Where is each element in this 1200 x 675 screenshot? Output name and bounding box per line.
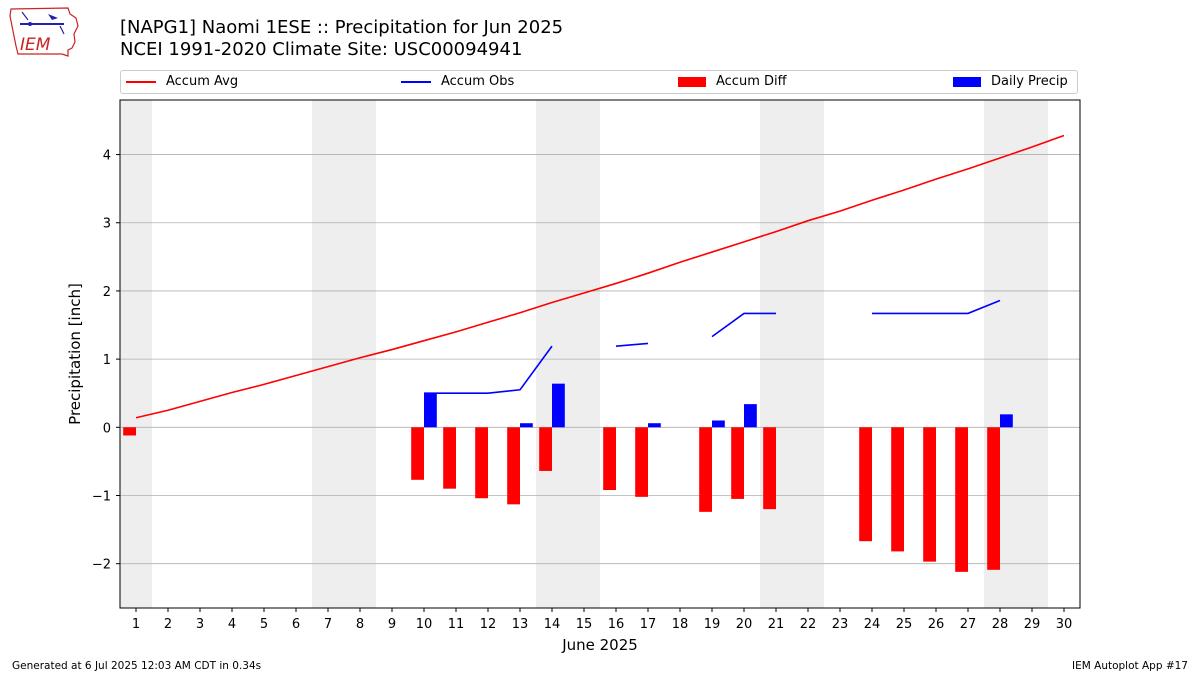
- x-tick-label: 24: [864, 617, 881, 632]
- weekend-shade: [344, 100, 376, 608]
- legend-label-daily-precip: Daily Precip: [991, 74, 1068, 89]
- daily-precip-bar: [520, 423, 533, 428]
- plot-frame: [119, 99, 1081, 609]
- accum-obs-line: [615, 342, 649, 347]
- x-tick-label: 1: [132, 617, 140, 632]
- x-tick-label: 23: [832, 617, 849, 632]
- accum-diff-bar: [123, 427, 136, 436]
- x-tick-label: 8: [356, 617, 364, 632]
- weekend-shade: [312, 100, 344, 608]
- y-tick-label: −1: [92, 489, 111, 504]
- chart-legend: Accum Avg Accum Obs Accum Diff Daily Pre…: [120, 70, 1078, 94]
- x-tick-label: 14: [544, 617, 561, 632]
- y-tick-label: −2: [92, 558, 111, 573]
- x-tick-label: 10: [416, 617, 433, 632]
- x-tick-label: 6: [292, 617, 300, 632]
- accum-diff-bar: [731, 427, 744, 499]
- x-tick-label: 13: [512, 617, 529, 632]
- x-tick-label: 21: [768, 617, 785, 632]
- accum-diff-bar: [987, 427, 1000, 570]
- svg-text:IEM: IEM: [20, 35, 51, 55]
- accum-diff-bar: [475, 427, 488, 499]
- x-tick-label: 27: [960, 617, 977, 632]
- x-tick-label: 12: [480, 617, 497, 632]
- accum-obs-line: [872, 299, 1001, 315]
- x-tick-label: 18: [672, 617, 689, 632]
- x-tick-label: 2: [164, 617, 172, 632]
- weekend-shade: [536, 100, 568, 608]
- accum-diff-bar: [923, 427, 936, 562]
- iem-logo[interactable]: IEM: [8, 6, 80, 58]
- x-tick-label: 15: [576, 617, 593, 632]
- accum-avg-line: [135, 134, 1065, 419]
- x-tick-label: 26: [928, 617, 945, 632]
- accum-diff-bar: [763, 427, 776, 510]
- legend-daily-precip: Daily Precip: [953, 74, 1068, 89]
- legend-label-accum-obs: Accum Obs: [441, 74, 515, 89]
- legend-accum-avg: Accum Avg: [126, 74, 238, 89]
- x-tick-label: 29: [1024, 617, 1041, 632]
- legend-accum-diff: Accum Diff: [678, 74, 787, 89]
- weekend-shade: [120, 100, 152, 608]
- accum-diff-bar: [411, 427, 424, 480]
- x-tick-label: 16: [608, 617, 625, 632]
- accum-obs-line: [711, 312, 776, 338]
- weekend-shade: [1016, 100, 1048, 608]
- legend-label-accum-avg: Accum Avg: [166, 74, 239, 89]
- accum-diff-bar: [891, 427, 904, 552]
- x-tick-label: 9: [388, 617, 396, 632]
- x-tick-label: 5: [260, 617, 268, 632]
- y-tick-label: 4: [103, 149, 111, 164]
- y-tick-label: 0: [103, 421, 111, 436]
- accum-diff-bar: [859, 427, 872, 542]
- legend-swatch-accum-diff: [678, 76, 706, 87]
- y-tick-label: 2: [103, 285, 111, 300]
- daily-precip-bar: [744, 404, 757, 428]
- x-tick-label: 17: [640, 617, 657, 632]
- accum-diff-bar: [507, 427, 520, 505]
- chart-subtitle: NCEI 1991-2020 Climate Site: USC00094941: [120, 39, 523, 60]
- x-tick-label: 4: [228, 617, 236, 632]
- legend-swatch-daily-precip: [953, 76, 981, 87]
- x-tick-label: 3: [196, 617, 204, 632]
- legend-accum-obs: Accum Obs: [401, 74, 514, 89]
- accum-diff-bar: [699, 427, 712, 512]
- daily-precip-bar: [1000, 414, 1013, 428]
- x-tick-label: 22: [800, 617, 817, 632]
- daily-precip-bar: [552, 383, 565, 428]
- legend-label-accum-diff: Accum Diff: [716, 74, 787, 89]
- y-tick-label: 3: [103, 217, 111, 232]
- weekend-shade: [568, 100, 600, 608]
- y-axis-label: Precipitation [inch]: [66, 283, 84, 425]
- chart-title: [NAPG1] Naomi 1ESE :: Precipitation for …: [120, 17, 564, 38]
- weekend-shade: [792, 100, 824, 608]
- x-tick-label: 28: [992, 617, 1009, 632]
- accum-diff-bar: [955, 427, 968, 572]
- accum-diff-bar: [539, 427, 552, 471]
- x-tick-label: 19: [704, 617, 721, 632]
- daily-precip-bar: [424, 393, 437, 428]
- footer-generated: Generated at 6 Jul 2025 12:03 AM CDT in …: [12, 660, 262, 672]
- accum-obs-line: [424, 345, 553, 395]
- iowa-map-icon: IEM: [9, 7, 79, 57]
- legend-swatch-accum-avg: [126, 80, 156, 83]
- legend-swatch-accum-obs: [401, 80, 431, 83]
- x-tick-label: 11: [448, 617, 465, 632]
- x-axis-label: June 2025: [561, 636, 638, 654]
- daily-precip-bar: [712, 420, 725, 428]
- accum-diff-bar: [443, 427, 456, 489]
- x-tick-label: 25: [896, 617, 913, 632]
- weekend-shade: [760, 100, 792, 608]
- footer-app: IEM Autoplot App #17: [1072, 660, 1188, 672]
- x-tick-label: 20: [736, 617, 753, 632]
- y-tick-label: 1: [103, 353, 111, 368]
- x-tick-label: 7: [324, 617, 332, 632]
- accum-diff-bar: [635, 427, 648, 497]
- accum-diff-bar: [603, 427, 616, 491]
- daily-precip-bar: [648, 423, 661, 428]
- x-tick-label: 30: [1056, 617, 1073, 632]
